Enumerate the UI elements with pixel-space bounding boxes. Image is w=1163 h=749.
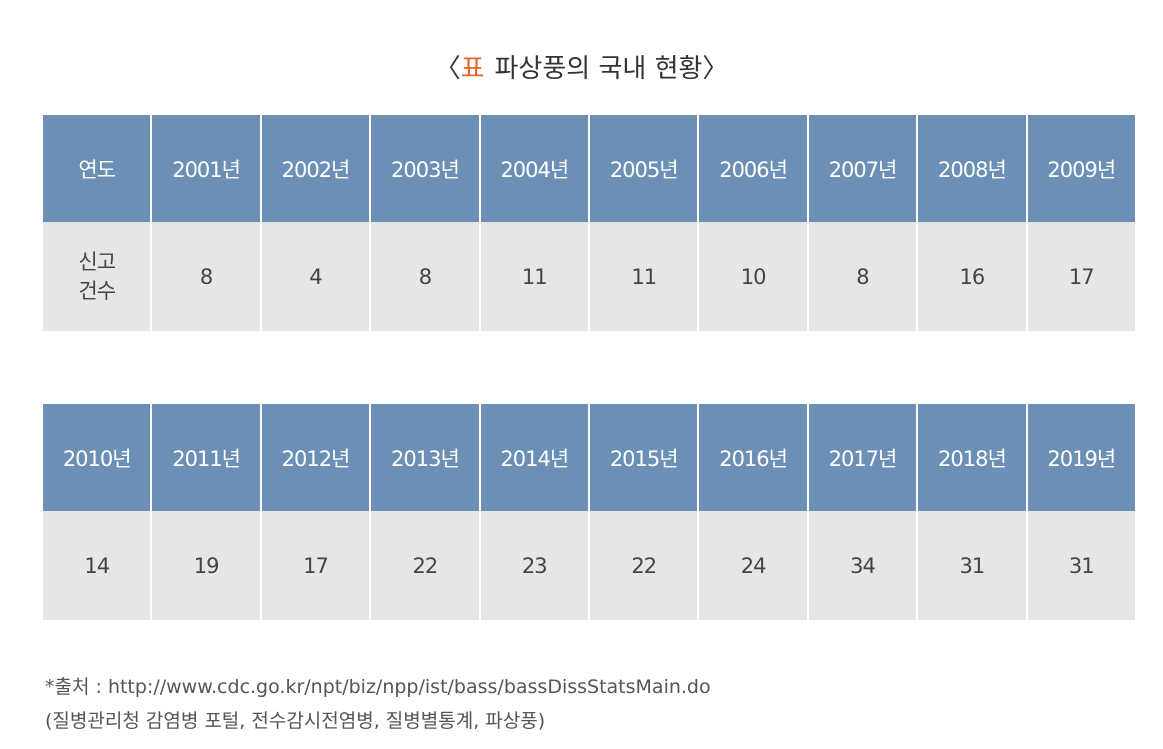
header-cell: 2003년 <box>371 115 479 222</box>
data-cell-text: 22 <box>631 553 657 578</box>
header-cell: 2006년 <box>699 115 807 222</box>
data-cell-text: 4 <box>309 264 322 289</box>
title-label: 표 <box>460 54 485 84</box>
header-cell: 2018년 <box>918 404 1026 511</box>
data-cell: 신고 건수 <box>43 222 151 331</box>
data-cell: 17 <box>261 511 370 620</box>
data-cell: 16 <box>918 222 1026 331</box>
data-cell: 23 <box>480 511 588 620</box>
header-cell-text: 2014년 <box>500 446 569 471</box>
data-cell-text: 8 <box>199 264 213 289</box>
data-cell-text: 16 <box>959 264 986 289</box>
header-cell: 2002년 <box>261 115 370 222</box>
data-cell: 8 <box>152 222 260 331</box>
data-cell: 8 <box>808 222 917 331</box>
header-cell: 2012년 <box>261 404 370 511</box>
data-cell-text: 23 <box>521 553 548 578</box>
header-cell-text: 2002년 <box>281 157 351 182</box>
header-cell-text: 연도 <box>78 157 116 182</box>
header-cell-text: 2019년 <box>1047 446 1116 471</box>
header-cell-text: 2010년 <box>62 446 132 471</box>
header-cell: 2016년 <box>699 404 807 511</box>
header-cell-text: 2005년 <box>609 157 679 182</box>
header-cell-text: 2004년 <box>500 157 569 182</box>
data-cell-text: 11 <box>521 264 548 289</box>
data-cell-text: 24 <box>740 553 767 578</box>
data-cell: 4 <box>261 222 370 331</box>
data-cell: 11 <box>480 222 588 331</box>
header-cell: 2014년 <box>480 404 588 511</box>
header-cell: 2005년 <box>590 115 698 222</box>
header-cell-text: 2012년 <box>281 446 351 471</box>
header-cell: 2019년 <box>1027 404 1135 511</box>
data-cell: 31 <box>918 511 1026 620</box>
data-cell-text: 19 <box>193 553 220 578</box>
data-cell-text: 신고 건수 <box>78 250 116 303</box>
data-cell-text: 11 <box>631 264 657 289</box>
data-cell-text: 31 <box>1068 553 1095 578</box>
data-cell-text: 14 <box>84 553 110 578</box>
header-cell-text: 2016년 <box>719 446 788 471</box>
header-cell-text: 2013년 <box>391 446 460 471</box>
header-cell-text: 2003년 <box>391 157 460 182</box>
data-cell-text: 8 <box>418 264 432 289</box>
header-cell: 2007년 <box>808 115 917 222</box>
header-cell: 2004년 <box>480 115 588 222</box>
source-line: (질병관리청 감염병 포털, 전수감시전염병, 질병별통계, 파상풍) <box>45 710 546 732</box>
data-cell-text: 31 <box>959 553 986 578</box>
data-cell: 31 <box>1027 511 1135 620</box>
header-cell-text: 2011년 <box>172 446 241 471</box>
data-cell-text: 8 <box>856 264 869 289</box>
title: 〈표 파상풍의 국내 현황〉 <box>0 48 1163 85</box>
data-cell: 17 <box>1027 222 1135 331</box>
title-open: 〈 <box>434 54 461 84</box>
table: 2010년 2011년 2012년 2013년 2014년 2015년 2016년 2017년… <box>43 404 1135 620</box>
data-cell: 19 <box>152 511 260 620</box>
header-cell-text: 2017년 <box>828 446 898 471</box>
data-cell: 8 <box>371 222 479 331</box>
data-cell-text: 17 <box>1068 264 1095 289</box>
data-cell-text: 10 <box>740 264 767 289</box>
data-cell: 14 <box>43 511 151 620</box>
data-cell-text: 22 <box>412 553 439 578</box>
header-cell: 2017년 <box>808 404 917 511</box>
data-cell: 11 <box>590 222 698 331</box>
header-cell-text: 2007년 <box>828 157 898 182</box>
data-cell: 22 <box>371 511 479 620</box>
header-cell: 2008년 <box>918 115 1026 222</box>
header-cell: 연도 <box>43 115 151 222</box>
header-cell: 2010년 <box>43 404 151 511</box>
header-cell-text: 2008년 <box>938 157 1007 182</box>
header-cell-text: 2006년 <box>719 157 788 182</box>
data-cell-text: 34 <box>850 553 876 578</box>
title-text: 파상풍의 국내 현황〉 <box>494 54 729 84</box>
header-cell-text: 2018년 <box>938 446 1007 471</box>
header-cell: 2015년 <box>590 404 698 511</box>
header-cell-text: 2015년 <box>609 446 679 471</box>
header-cell: 2013년 <box>371 404 479 511</box>
source-line: *출처 : http://www.cdc.go.kr/npt/biz/npp/i… <box>45 676 711 698</box>
header-cell: 2009년 <box>1027 115 1135 222</box>
data-cell: 22 <box>590 511 698 620</box>
header-cell-text: 2001년 <box>172 157 241 182</box>
header-cell-text: 2009년 <box>1047 157 1116 182</box>
table: 연도 2001년 2002년 2003년 2004년 2005년 2006년 2007년 200… <box>43 115 1135 331</box>
header-cell: 2011년 <box>152 404 260 511</box>
header-cell: 2001년 <box>152 115 260 222</box>
data-cell: 10 <box>699 222 807 331</box>
data-cell-text: 17 <box>303 553 329 578</box>
data-cell: 34 <box>808 511 917 620</box>
data-cell: 24 <box>699 511 807 620</box>
